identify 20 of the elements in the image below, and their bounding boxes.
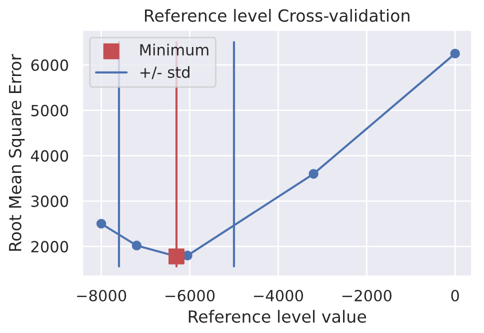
point — [168, 248, 184, 264]
x-tick-label: −8000 — [77, 290, 126, 302]
y-axis-title: Root Mean Square Error — [8, 54, 25, 251]
x-tick-label: −2000 — [342, 290, 392, 302]
x-axis-title: Reference level value — [188, 310, 366, 323]
y-tick-label: 4000 — [30, 150, 68, 162]
legend-label: Minimum — [140, 44, 208, 56]
point — [308, 168, 318, 179]
chart-title: Reference level Cross-validation — [144, 8, 410, 22]
y-tick-label: 2000 — [31, 240, 68, 252]
y-tick-label: 6000 — [31, 59, 68, 71]
x-tick-label: −6000 — [166, 290, 215, 302]
x-tick-label: −4000 — [254, 290, 304, 302]
y-tick-label: 5000 — [31, 104, 68, 116]
y-tick-label: 3000 — [31, 196, 68, 208]
legend-label: +/- std — [140, 66, 190, 80]
point — [96, 218, 106, 229]
x-tick-label: 0 — [451, 290, 459, 302]
point — [132, 240, 142, 250]
point — [450, 48, 460, 58]
